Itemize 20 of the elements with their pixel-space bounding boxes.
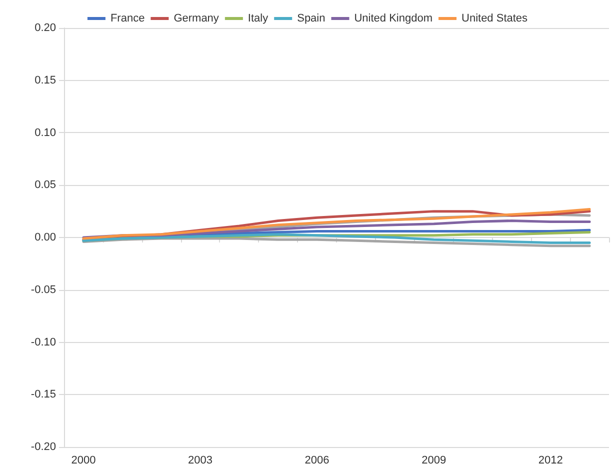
y-tick-label: 0.05 — [34, 179, 56, 192]
x-tick-label: 2003 — [188, 454, 212, 466]
y-tick-label: 0.00 — [34, 232, 56, 244]
y-tick-label: 0.20 — [34, 22, 56, 34]
y-tick-label: -0.10 — [30, 336, 56, 348]
y-tick-label: 0.10 — [34, 126, 56, 139]
x-tick-label: 2006 — [304, 454, 330, 466]
legend-label: France — [110, 12, 145, 24]
legend-label: Germany — [174, 12, 220, 24]
y-tick-label: -0.15 — [30, 388, 56, 401]
legend-label: United States — [462, 12, 528, 24]
legend-label: Spain — [297, 12, 326, 24]
legend-label: United Kingdom — [354, 12, 433, 24]
x-tick-label: 2012 — [538, 454, 563, 466]
x-tick-label: 2009 — [422, 454, 446, 466]
y-tick-label: -0.20 — [30, 441, 56, 453]
x-tick-label: 2000 — [71, 454, 96, 466]
y-tick-label: 0.15 — [34, 74, 56, 86]
legend-label: Italy — [248, 12, 269, 24]
y-tick-label: -0.05 — [30, 284, 56, 296]
